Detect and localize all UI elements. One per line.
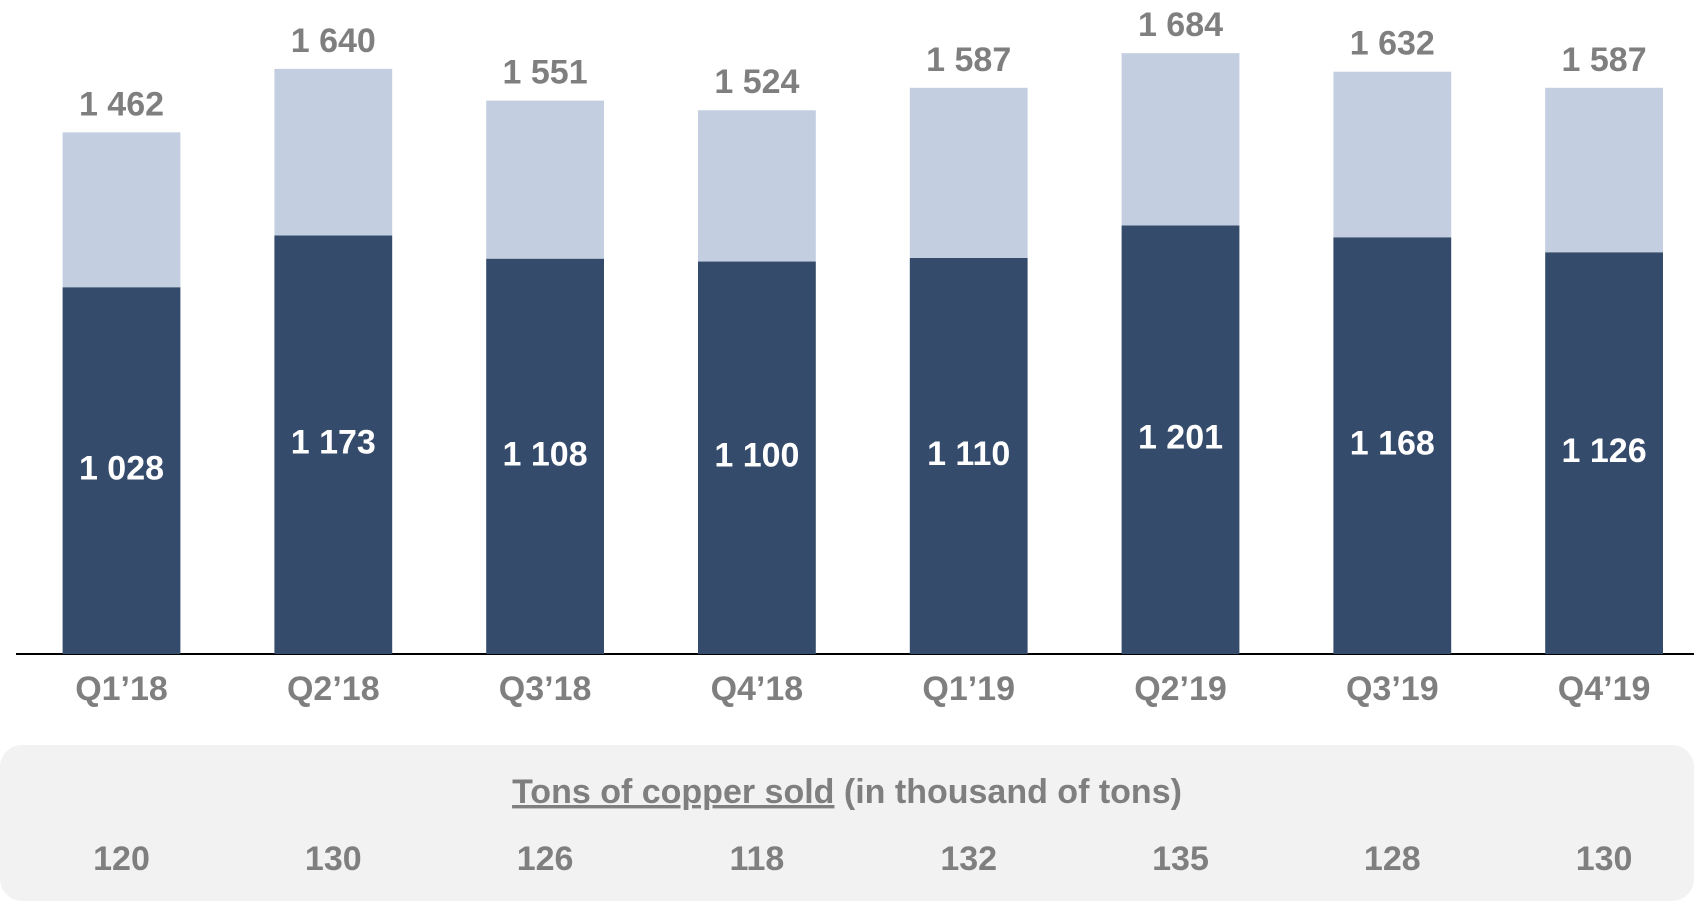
bar-segment <box>1545 252 1663 654</box>
total-label: 1 551 <box>503 54 588 92</box>
copper-value: 120 <box>93 840 150 878</box>
total-label: 1 462 <box>79 85 164 123</box>
bar-segment <box>274 68 393 236</box>
total-label: 1 524 <box>714 63 799 101</box>
bar-segment <box>909 87 1028 258</box>
info-panel <box>0 745 1694 901</box>
copper-value: 135 <box>1152 840 1209 878</box>
copper-value: 130 <box>1576 840 1633 878</box>
copper-value: 126 <box>517 840 574 878</box>
x-tick-label: Q1’19 <box>922 670 1015 708</box>
x-tick-label: Q1’18 <box>75 670 168 708</box>
segment-label: 1 126 <box>1562 432 1647 470</box>
segment-label: 1 173 <box>291 424 376 462</box>
total-label: 1 684 <box>1138 6 1223 44</box>
segment-label: 1 028 <box>79 450 164 488</box>
segment-label: 1 168 <box>1350 425 1435 463</box>
bar-segment <box>1545 87 1663 253</box>
panel-title-rest: (in thousand of tons) <box>834 773 1182 811</box>
x-tick-label: Q4’19 <box>1558 670 1651 708</box>
bar-segment <box>274 235 393 654</box>
total-label: 1 587 <box>926 41 1011 79</box>
panel-title-underlined: Tons of copper sold <box>512 773 834 811</box>
bar-segment <box>909 257 1028 654</box>
segment-label: 1 110 <box>927 435 1010 473</box>
copper-value: 130 <box>305 840 362 878</box>
segment-label: 1 108 <box>503 435 588 473</box>
segment-label: 1 100 <box>714 437 799 475</box>
x-tick-label: Q3’19 <box>1346 670 1439 708</box>
segment-label: 1 201 <box>1138 419 1223 457</box>
bar-segment <box>1333 237 1452 654</box>
bar-segment <box>1121 53 1240 226</box>
x-tick-label: Q3’18 <box>499 670 592 708</box>
total-label: 1 587 <box>1562 41 1647 79</box>
bar-segment <box>698 261 816 654</box>
x-tick-label: Q4’18 <box>711 670 804 708</box>
copper-value: 128 <box>1364 840 1421 878</box>
bar-segment <box>698 110 816 262</box>
copper-value: 132 <box>940 840 997 878</box>
copper-value: 118 <box>729 840 784 878</box>
bar-segment <box>62 287 181 654</box>
x-tick-label: Q2’18 <box>287 670 380 708</box>
bar-segment <box>486 100 604 259</box>
x-tick-label: Q2’19 <box>1134 670 1227 708</box>
panel-title: Tons of copper sold (in thousand of tons… <box>512 773 1182 811</box>
total-label: 1 632 <box>1350 25 1435 63</box>
bar-segment <box>62 132 181 288</box>
total-label: 1 640 <box>291 22 376 60</box>
bar-segment <box>486 258 604 654</box>
bar-segment <box>1333 71 1452 238</box>
bar-segment <box>1121 225 1240 655</box>
